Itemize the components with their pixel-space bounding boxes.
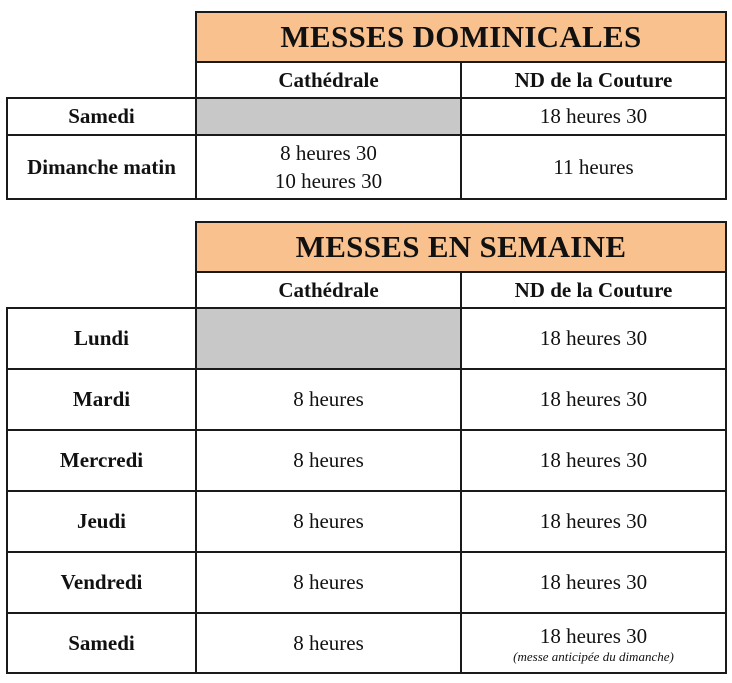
row-label: Samedi	[6, 612, 197, 674]
empty-cell	[195, 307, 462, 370]
couture-time: 18 heures 30	[460, 429, 727, 492]
table-row: Mercredi 8 heures 18 heures 30	[6, 429, 727, 492]
row-label: Lundi	[6, 307, 197, 370]
table-row: Mardi 8 heures 18 heures 30	[6, 368, 727, 431]
row-label: Samedi	[6, 97, 197, 136]
column-header-cathedrale: Cathédrale	[195, 271, 462, 309]
column-header-cathedrale: Cathédrale	[195, 61, 462, 99]
empty-cell	[195, 97, 462, 136]
table-row: Jeudi 8 heures 18 heures 30	[6, 490, 727, 553]
column-header-couture: ND de la Couture	[460, 271, 727, 309]
table-row: Samedi 8 heures 18 heures 30 (messe anti…	[6, 612, 727, 674]
table-row: Samedi 18 heures 30	[6, 97, 727, 136]
row-label: Mardi	[6, 368, 197, 431]
cathedrale-time: 8 heures	[195, 490, 462, 553]
empty-corner	[7, 62, 196, 98]
table-row: Lundi 18 heures 30	[6, 307, 727, 370]
weekday-masses-title: MESSES EN SEMAINE	[195, 221, 727, 273]
anticipated-mass-note: (messe anticipée du dimanche)	[513, 649, 674, 664]
couture-time-cell: 18 heures 30 (messe anticipée du dimanch…	[460, 612, 727, 674]
couture-time: 18 heures 30	[539, 624, 648, 648]
row-label: Mercredi	[6, 429, 197, 492]
table-row: Vendredi 8 heures 18 heures 30	[6, 551, 727, 614]
cathedrale-time: 8 heures	[195, 429, 462, 492]
cathedrale-time: 8 heures	[195, 368, 462, 431]
couture-time: 11 heures	[460, 134, 727, 200]
couture-time: 18 heures 30	[460, 551, 727, 614]
table-row: Dimanche matin 8 heures 30 10 heures 30 …	[6, 134, 727, 200]
cathedrale-time: 10 heures 30	[274, 169, 383, 193]
sunday-masses-table: MESSES DOMINICALES Cathédrale ND de la C…	[6, 11, 727, 200]
empty-corner	[7, 12, 196, 62]
cathedrale-times: 8 heures 30 10 heures 30	[195, 134, 462, 200]
couture-time: 18 heures 30	[460, 307, 727, 370]
cathedrale-time: 8 heures	[195, 551, 462, 614]
cathedrale-time: 8 heures 30	[280, 141, 377, 165]
sunday-masses-title: MESSES DOMINICALES	[195, 11, 727, 63]
empty-corner	[7, 272, 196, 308]
row-label: Vendredi	[6, 551, 197, 614]
empty-corner	[7, 222, 196, 272]
row-label: Jeudi	[6, 490, 197, 553]
couture-time: 18 heures 30	[460, 97, 727, 136]
cathedrale-time: 8 heures	[195, 612, 462, 674]
column-header-couture: ND de la Couture	[460, 61, 727, 99]
couture-time: 18 heures 30	[460, 368, 727, 431]
couture-time: 18 heures 30	[460, 490, 727, 553]
row-label: Dimanche matin	[6, 134, 197, 200]
weekday-masses-table: MESSES EN SEMAINE Cathédrale ND de la Co…	[6, 221, 727, 674]
